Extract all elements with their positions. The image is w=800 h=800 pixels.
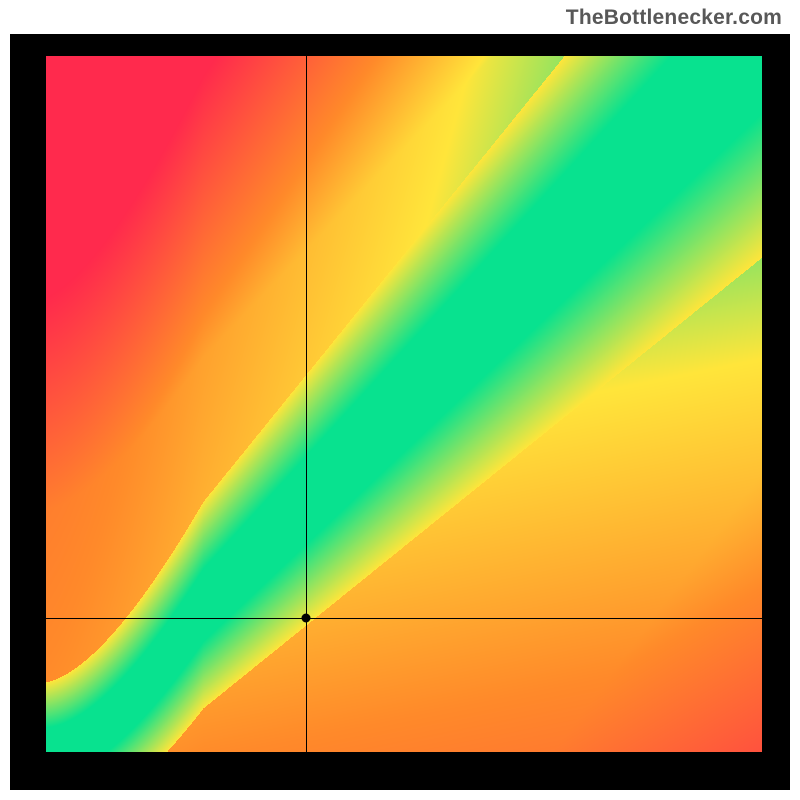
chart-container: TheBottlenecker.com xyxy=(0,0,800,800)
crosshair-horizontal xyxy=(46,618,762,619)
crosshair-vertical xyxy=(306,56,307,752)
attribution-label: TheBottlenecker.com xyxy=(566,6,782,30)
plot-frame xyxy=(10,34,790,790)
crosshair-marker xyxy=(301,614,310,623)
heatmap-canvas xyxy=(46,56,762,752)
